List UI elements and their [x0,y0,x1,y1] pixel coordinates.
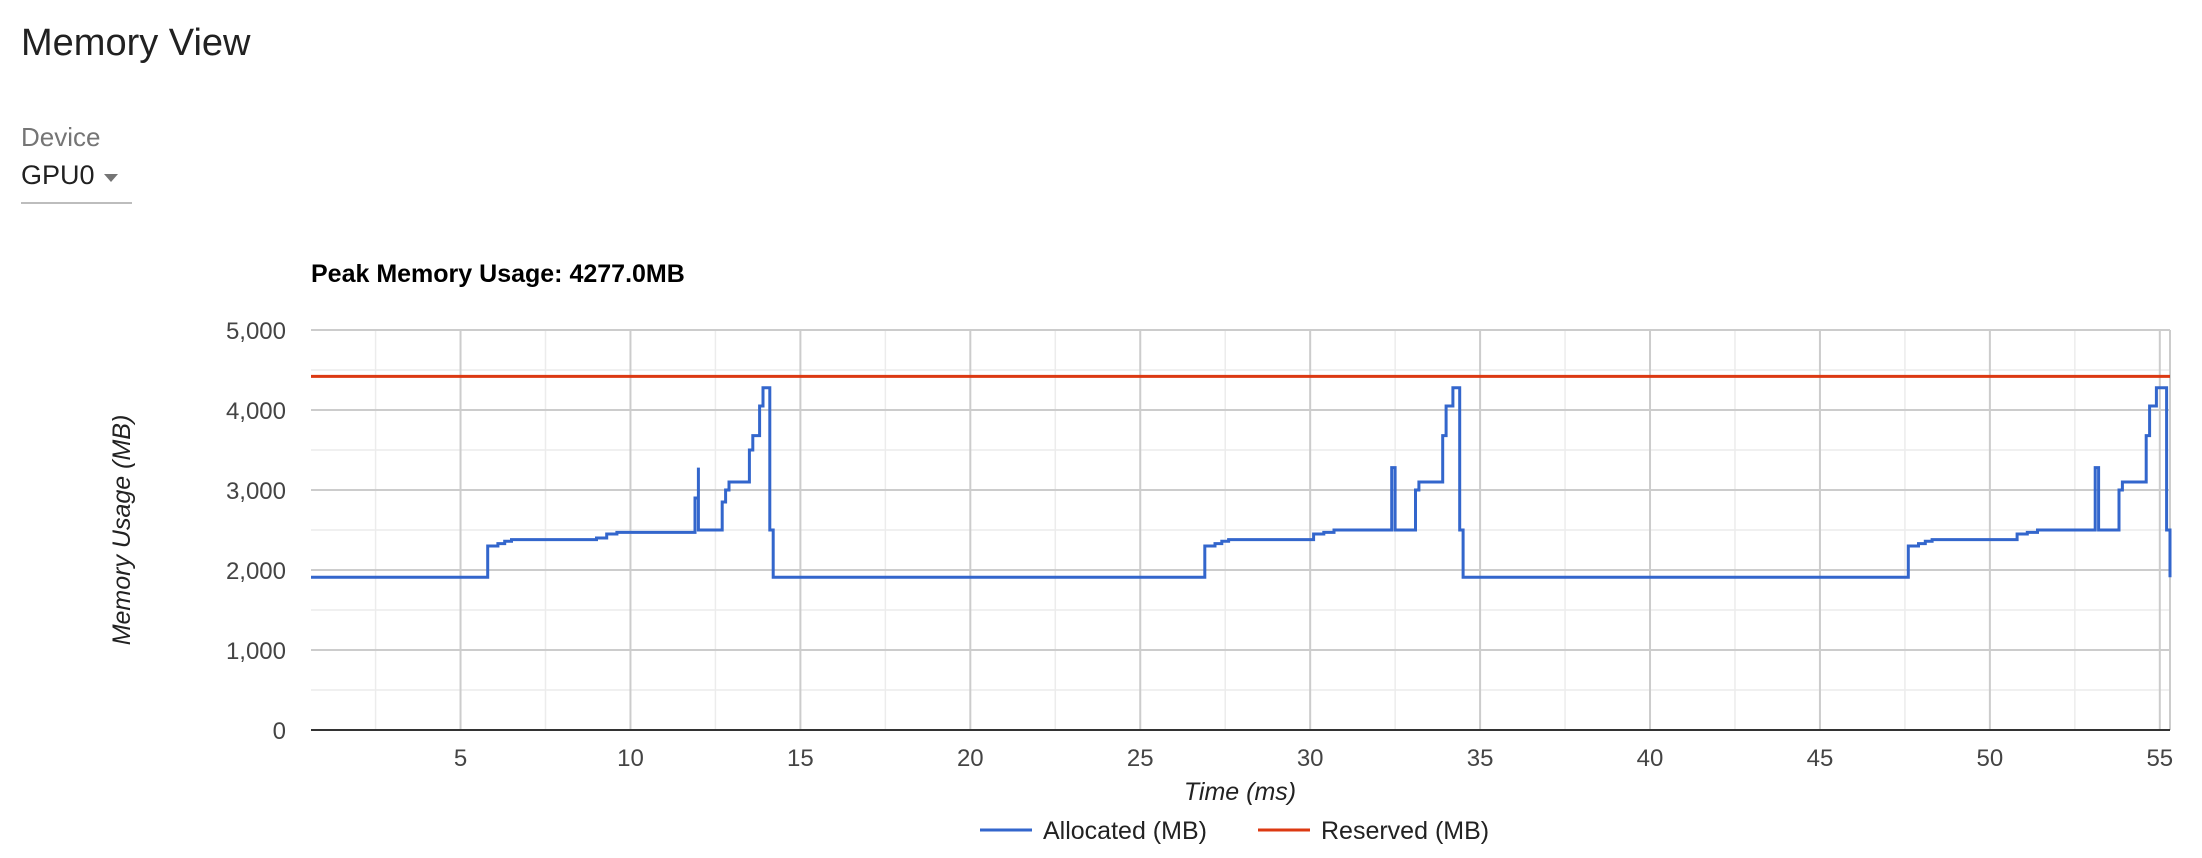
y-axis-title: Memory Usage (MB) [108,415,136,646]
y-tick-label: 5,000 [226,318,286,345]
grid-major [311,329,2171,730]
chart-title: Peak Memory Usage: 4277.0MB [311,260,685,288]
device-selected-value: GPU0 [21,160,95,190]
chevron-down-icon [104,174,118,182]
y-tick-label: 0 [273,718,286,745]
y-tick-label: 2,000 [226,558,286,585]
device-label: Device [21,122,101,152]
legend-label-reserved: Reserved (MB) [1321,817,1489,845]
legend-item-reserved[interactable]: Reserved (MB) [1258,817,1489,845]
x-axis-title: Time (ms) [1184,778,1296,806]
x-tick-label: 25 [1127,745,1154,772]
x-tick-label: 30 [1297,745,1324,772]
x-tick-label: 10 [617,745,644,772]
legend-label-allocated: Allocated (MB) [1043,817,1207,845]
legend-item-allocated[interactable]: Allocated (MB) [980,817,1207,845]
x-tick-label: 20 [957,745,984,772]
grid-minor [311,330,2170,730]
x-tick-label: 55 [2146,745,2173,772]
page-title: Memory View [21,22,251,64]
legend: Allocated (MB) Reserved (MB) [980,817,1489,845]
y-tick-label: 4,000 [226,398,286,425]
x-tick-label: 45 [1807,745,1834,772]
x-tick-label: 15 [787,745,814,772]
x-tick-labels: 5 10 15 20 25 30 35 40 45 50 55 [454,745,2173,772]
x-tick-label: 40 [1637,745,1664,772]
x-tick-label: 5 [454,745,467,772]
x-tick-label: 35 [1467,745,1494,772]
y-tick-label: 3,000 [226,478,286,505]
series-line-allocated [311,386,2172,579]
y-tick-label: 1,000 [226,638,286,665]
series-layer [311,374,2172,579]
device-select[interactable]: GPU0 [21,160,132,204]
x-tick-label: 50 [1977,745,2004,772]
y-tick-labels: 0 1,000 2,000 3,000 4,000 5,000 [226,318,286,745]
